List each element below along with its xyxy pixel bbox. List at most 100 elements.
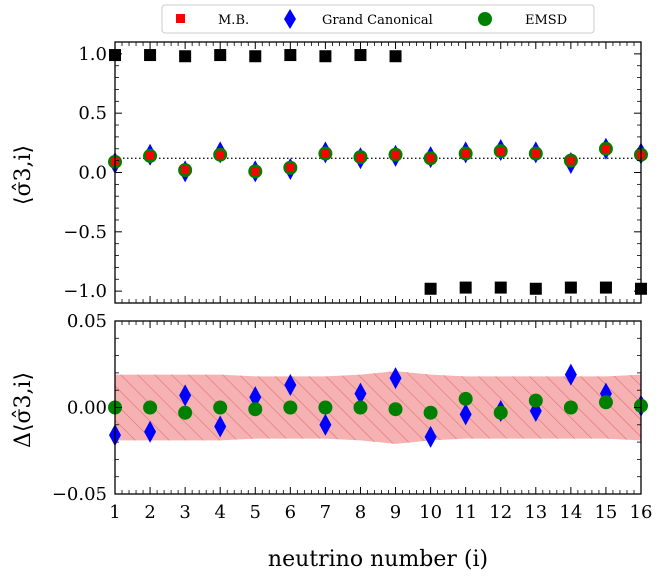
point-grand-canonical-delta-6	[284, 374, 297, 397]
point-mb-12	[496, 147, 505, 156]
point-black-square-4	[214, 49, 227, 62]
point-grand-canonical-delta-9	[389, 367, 402, 390]
band-hatching	[115, 371, 641, 444]
point-grand-canonical-delta-2	[144, 420, 157, 443]
point-emsd-delta-9	[388, 402, 403, 417]
x-tick-label: 7	[320, 502, 331, 523]
x-tick-label: 11	[454, 502, 477, 523]
point-emsd-delta-13	[528, 393, 543, 408]
point-emsd-delta-15	[598, 395, 613, 410]
x-tick-label: 2	[144, 502, 155, 523]
x-tick-label: 4	[214, 502, 225, 523]
point-black-square-10	[424, 282, 437, 295]
top-x-ticks	[114, 42, 642, 303]
x-tick-label: 12	[489, 502, 512, 523]
point-emsd-delta-12	[493, 405, 508, 420]
x-tick-label: 5	[250, 502, 261, 523]
point-emsd-delta-8	[353, 400, 368, 415]
x-tick-label: 1	[109, 502, 120, 523]
point-mb-2	[146, 151, 155, 160]
y-tick-label: −0.5	[63, 222, 107, 243]
top-data-points	[108, 49, 648, 295]
point-mb-4	[216, 150, 225, 159]
x-tick-label: 15	[594, 502, 617, 523]
point-emsd-delta-4	[213, 400, 228, 415]
point-emsd-delta-5	[248, 402, 263, 417]
legend: M.B. Grand Canonical EMSD	[161, 4, 595, 34]
point-mb-5	[251, 167, 260, 176]
bottom-y-axis-label: Δ⟨σ̂3,i⟩	[11, 372, 36, 448]
point-grand-canonical-delta-8	[354, 382, 367, 405]
top-y-ticks: −1.0 −0.5 0.0 0.5 1.0	[63, 44, 641, 302]
point-mb-13	[531, 149, 540, 158]
top-axes-frame	[114, 41, 642, 304]
point-emsd-delta-3	[178, 405, 193, 420]
point-mb-3	[181, 166, 190, 175]
point-grand-canonical-delta-4	[214, 415, 227, 438]
point-emsd-delta-2	[143, 400, 158, 415]
point-grand-canonical-delta-7	[319, 413, 332, 436]
point-black-square-7	[319, 50, 332, 63]
legend-label-grand-canonical: Grand Canonical	[322, 13, 433, 28]
y-tick-label: 1.0	[78, 44, 107, 65]
point-black-square-11	[459, 281, 472, 294]
top-panel: −1.0 −0.5 0.0 0.5 1.0	[63, 41, 648, 304]
uncertainty-band	[115, 371, 641, 444]
x-tick-label: 9	[390, 502, 401, 523]
point-black-square-6	[284, 49, 297, 62]
x-tick-label: 8	[355, 502, 366, 523]
bottom-axes-frame	[114, 320, 642, 495]
x-tick-label: 13	[524, 502, 547, 523]
x-tick-label: 6	[285, 502, 296, 523]
point-mb-14	[566, 156, 575, 165]
point-grand-canonical-delta-14	[564, 363, 577, 386]
point-mb-7	[321, 149, 330, 158]
point-mb-6	[286, 163, 295, 172]
y-tick-label: 0.0	[78, 163, 107, 184]
point-black-square-9	[389, 50, 402, 63]
y-tick-label: −1.0	[63, 281, 107, 302]
point-black-square-8	[354, 49, 367, 62]
point-mb-15	[601, 144, 610, 153]
point-mb-11	[461, 149, 470, 158]
legend-frame	[161, 4, 595, 34]
point-emsd-delta-7	[318, 400, 333, 415]
point-black-square-2	[144, 49, 157, 62]
y-tick-label: 0.05	[67, 311, 107, 332]
legend-marker-grand-canonical	[284, 9, 296, 29]
x-tick-label: 16	[630, 502, 653, 523]
point-grand-canonical-delta-5	[249, 386, 262, 409]
top-y-axis-label: ⟨σ̂3,i⟩	[11, 145, 36, 205]
legend-marker-emsd	[478, 12, 492, 26]
bottom-y-ticks: −0.05 0.00 0.05	[52, 311, 641, 505]
x-tick-label: 10	[419, 502, 442, 523]
point-black-square-3	[179, 50, 192, 63]
point-grand-canonical-delta-10	[424, 425, 437, 448]
point-black-square-14	[564, 281, 577, 294]
point-black-square-5	[249, 50, 262, 63]
bottom-x-ticks: 1 2 3 4 5 6 7 8 9 10 11 12 13 14 15 16	[109, 321, 652, 523]
point-emsd-delta-6	[283, 400, 298, 415]
point-mb-10	[426, 154, 435, 163]
point-black-square-12	[494, 281, 507, 294]
legend-label-emsd: EMSD	[525, 13, 567, 28]
x-tick-label: 14	[559, 502, 582, 523]
point-emsd-delta-10	[423, 405, 438, 420]
point-grand-canonical-delta-11	[459, 403, 472, 426]
point-mb-9	[391, 150, 400, 159]
bottom-panel: −0.050.000.05 1 2 3 4 5 6 7 8 9 10 11 12 13 14 15 16	[52, 311, 653, 523]
x-axis-label: neutrino number (i)	[268, 547, 488, 572]
point-mb-8	[356, 153, 365, 162]
point-emsd-delta-11	[458, 391, 473, 406]
point-black-square-15	[599, 281, 612, 294]
y-tick-label: 0.00	[67, 398, 107, 419]
legend-label-mb: M.B.	[218, 13, 249, 28]
point-black-square-13	[529, 282, 542, 295]
point-grand-canonical-delta-3	[179, 384, 192, 407]
point-emsd-delta-14	[563, 400, 578, 415]
y-tick-label: −0.05	[52, 484, 107, 505]
x-tick-label: 3	[179, 502, 190, 523]
legend-marker-mb	[176, 14, 185, 23]
y-tick-label: 0.5	[78, 103, 107, 124]
